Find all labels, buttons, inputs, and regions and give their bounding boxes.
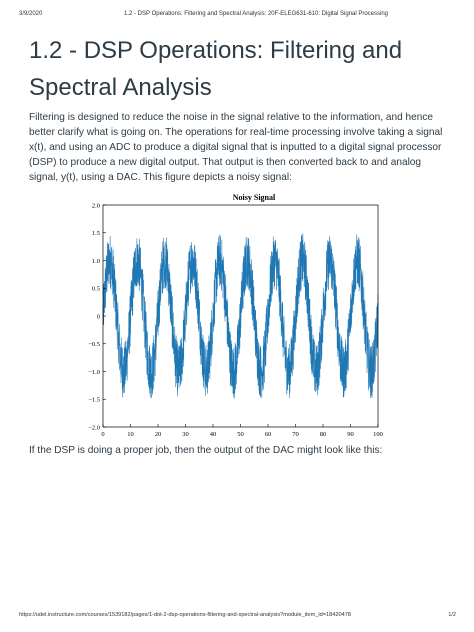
- y-tick-label: −2.0: [88, 424, 100, 431]
- x-tick-label: 50: [237, 431, 244, 438]
- page-title: 1.2 - DSP Operations: Filtering and Spec…: [29, 37, 403, 101]
- x-tick-label: 20: [155, 431, 162, 438]
- chart-title: Noisy Signal: [233, 193, 276, 202]
- x-tick-label: 100: [373, 431, 383, 438]
- print-page-title: 1.2 - DSP Operations: Filtering and Spec…: [124, 11, 389, 17]
- y-tick-label: −1.0: [88, 369, 100, 376]
- noisy-signal-figure: Noisy Signal 0 10 20 30 40 50 60 70 80 90 100 2.0 1…: [82, 188, 392, 444]
- x-tick-label: 70: [292, 431, 299, 438]
- x-tick-label: 0: [101, 431, 104, 438]
- print-date: 3/9/2020: [19, 11, 43, 17]
- x-tick-label: 40: [210, 431, 217, 438]
- y-tick-label: 2.0: [92, 202, 100, 209]
- y-tick-label: 1.5: [92, 230, 100, 237]
- output-paragraph: If the DSP is doing a proper job, then t…: [29, 445, 383, 456]
- intro-paragraph: Filtering is designed to reduce the nois…: [29, 112, 443, 183]
- y-tick-label: −0.5: [88, 341, 100, 348]
- noisy-signal-chart: Noisy Signal 0 10 20 30 40 50 60 70 80 90 100 2.0 1…: [88, 193, 383, 438]
- y-tick-label: 0: [97, 313, 100, 320]
- y-tick-label: −1.5: [88, 397, 100, 404]
- x-tick-label: 30: [182, 431, 189, 438]
- print-url: https://udel.instructure.com/courses/153…: [19, 612, 351, 618]
- x-tick-label: 90: [347, 431, 354, 438]
- x-tick-label: 80: [320, 431, 327, 438]
- print-page-number: 1/2: [448, 612, 456, 618]
- print-footer: https://udel.instructure.com/courses/153…: [0, 612, 474, 622]
- y-tick-label: 1.0: [92, 258, 100, 265]
- print-header: 3/9/2020 1.2 - DSP Operations: Filtering…: [0, 11, 474, 21]
- noisy-signal-line: [102, 233, 379, 399]
- x-tick-label: 60: [265, 431, 272, 438]
- x-tick-label: 10: [127, 431, 134, 438]
- y-tick-label: 0.5: [92, 286, 100, 293]
